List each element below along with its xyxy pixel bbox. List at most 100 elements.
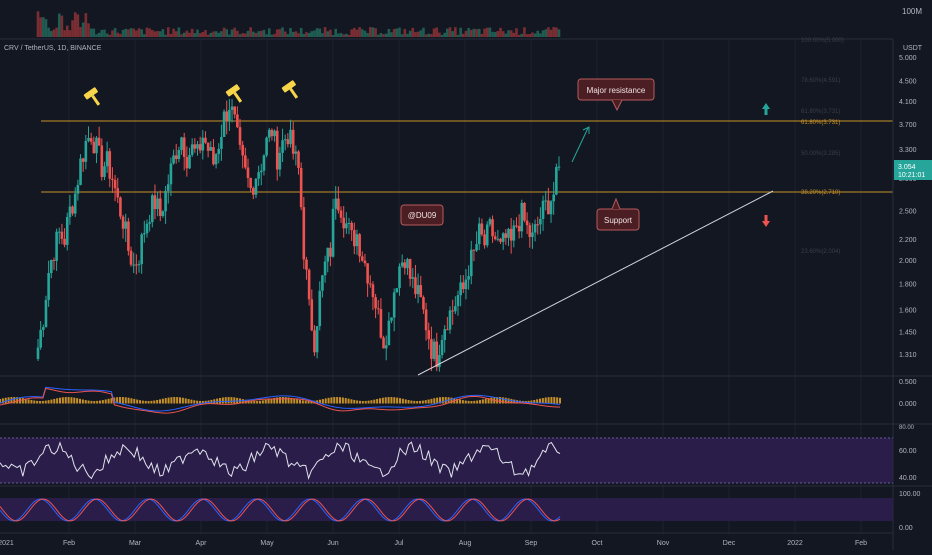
macd-hist-bar	[30, 400, 33, 404]
candles	[36, 98, 561, 372]
volume-bar	[281, 27, 284, 37]
volume-bar	[73, 12, 77, 37]
macd-hist-bar	[296, 399, 299, 404]
volume-bar	[427, 33, 431, 37]
volume-bar	[555, 27, 558, 37]
macd-hist-bar	[539, 398, 541, 404]
macd-hist-bar	[264, 399, 267, 404]
candle-body	[337, 198, 340, 211]
macd-hist-bar	[387, 397, 390, 404]
support-trendline[interactable]	[417, 190, 774, 376]
volume-bar	[323, 27, 327, 37]
volume-bar	[108, 34, 112, 37]
stoch-band	[0, 498, 893, 521]
macd-hist-bar	[190, 399, 193, 404]
macd-hist-bar	[259, 400, 261, 404]
down-arrow-icon	[762, 215, 770, 227]
volume-bar	[382, 34, 385, 37]
candle-body	[483, 234, 486, 246]
macd-hist-bar	[196, 400, 199, 404]
breakout-arrow	[571, 127, 589, 163]
macd-hist-bar	[550, 397, 553, 404]
candle-body	[39, 329, 42, 348]
rsi-pane[interactable]	[0, 441, 561, 480]
volume-bar	[275, 29, 279, 37]
volume-bar	[395, 28, 399, 37]
volume-bar	[124, 28, 128, 37]
major-resistance-callout[interactable]: Major resistance	[577, 78, 655, 112]
time-tick-label: Nov	[657, 540, 670, 547]
volume-bar	[419, 30, 423, 37]
stoch-pane[interactable]	[0, 498, 561, 522]
candle-body	[254, 178, 258, 195]
volume-bar	[135, 30, 138, 37]
macd-pane[interactable]	[0, 386, 561, 414]
volume-bar	[225, 29, 229, 37]
candle-body	[63, 238, 66, 245]
macd-hist-bar	[361, 400, 364, 404]
support-text: Support	[604, 216, 633, 225]
volume-bar	[368, 27, 372, 37]
candle-body	[137, 264, 141, 266]
macd-hist-bar	[419, 400, 421, 404]
macd-hist-bar	[99, 400, 101, 404]
macd-hist-bar	[133, 398, 136, 404]
macd-hist-bar	[4, 397, 7, 404]
volume-bar	[92, 28, 96, 37]
candle-body	[140, 234, 143, 265]
hammer-markers	[83, 80, 299, 106]
candle-body	[448, 310, 452, 330]
volume-bar	[204, 30, 207, 37]
candle-body	[342, 217, 345, 229]
macd-hist-bar	[441, 397, 444, 404]
volume-bar	[198, 33, 202, 37]
candle-body	[398, 266, 401, 289]
time-axis[interactable]: 2021 Feb Mar Apr May Jun Jul Aug Sep Oct Nov Dec 202…	[0, 540, 867, 547]
macd-hist-bar	[33, 400, 36, 404]
macd-hist-bar	[47, 400, 50, 404]
macd-hist-bar	[110, 398, 113, 404]
candle-body	[206, 142, 210, 151]
macd-tick-1: 0.500	[899, 379, 917, 386]
volume-bar	[469, 29, 473, 37]
volume-bar	[265, 34, 268, 37]
candle-body	[430, 339, 433, 359]
macd-hist-bar	[461, 400, 464, 404]
macd-hist-bar	[390, 397, 393, 404]
volume-bar	[345, 33, 348, 37]
volume-bar	[342, 34, 345, 37]
candle-body	[55, 231, 58, 261]
volume-bar	[241, 33, 244, 37]
macd-hist-bar	[450, 397, 453, 404]
volume-bar	[387, 28, 391, 37]
candle-body	[270, 129, 274, 137]
hammer-icon	[83, 87, 101, 106]
macd-hist-bar	[307, 400, 310, 404]
volume-bar	[400, 34, 404, 37]
macd-hist-bar	[76, 398, 79, 404]
macd-hist-bar	[213, 399, 216, 404]
volume-bar	[214, 31, 218, 37]
volume-bar	[206, 34, 210, 37]
volume-bar	[557, 29, 561, 37]
rsi-band	[0, 438, 893, 483]
macd-hist-bar	[287, 397, 290, 404]
volume-bar	[376, 34, 380, 37]
volume-bar	[286, 34, 290, 37]
volume-bars	[36, 11, 561, 38]
macd-hist-bar	[41, 400, 44, 404]
macd-hist-bar	[273, 397, 276, 404]
candle-body	[204, 137, 207, 143]
volume-bar	[517, 34, 521, 37]
macd-hist-bar	[501, 397, 504, 404]
candle-body	[422, 297, 425, 310]
volume-bar	[79, 27, 82, 37]
rsi-top-label: 80.00	[899, 425, 915, 431]
candle-body	[387, 320, 391, 346]
macd-hist-bar	[504, 397, 507, 404]
macd-hist-bar	[10, 397, 13, 404]
support-callout[interactable]: Support	[596, 197, 640, 231]
candle-body	[267, 129, 271, 138]
last-price-badge	[894, 160, 932, 180]
